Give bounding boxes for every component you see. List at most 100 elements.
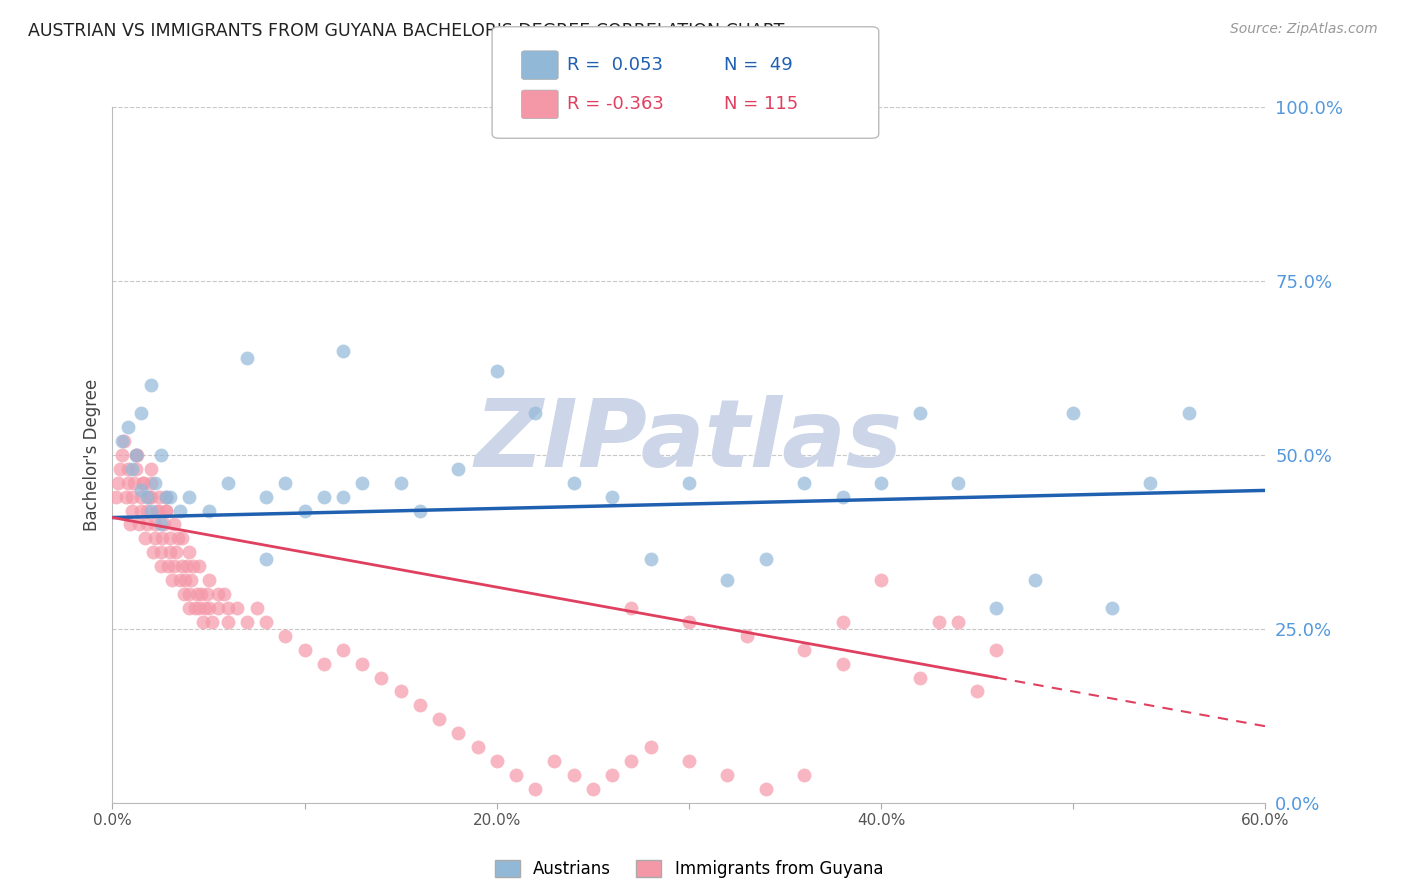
Point [370,671,392,685]
Text: R =  0.053: R = 0.053 [567,56,662,74]
Point [139,378,162,392]
Point [149,559,172,574]
Point [136,490,159,504]
Point [1062,406,1084,420]
Point [600,768,623,782]
Point [112,434,135,448]
Point [678,754,700,768]
Point [582,781,605,796]
Point [138,490,160,504]
Point [124,448,146,462]
Point [755,781,778,796]
Point [524,781,547,796]
Point [159,532,181,546]
Point [155,490,177,504]
Point [155,490,177,504]
Point [129,483,153,497]
Point [134,532,156,546]
Point [197,601,219,615]
Point [136,503,159,517]
Point [505,768,527,782]
Point [139,462,162,476]
Point [986,601,1008,615]
Point [1024,573,1046,587]
Point [640,740,662,755]
Point [236,351,259,365]
Point [986,642,1008,657]
Point [716,573,738,587]
Point [312,657,335,671]
Point [755,552,778,566]
Point [128,517,150,532]
Point [166,532,188,546]
Text: ZIPatlas: ZIPatlas [475,395,903,487]
Point [543,754,565,768]
Point [870,573,893,587]
Point [139,475,162,490]
Point [716,768,738,782]
Point [467,740,489,755]
Point [735,629,758,643]
Point [254,552,277,566]
Point [207,601,229,615]
Point [143,532,166,546]
Point [274,629,297,643]
Point [111,434,134,448]
Point [121,503,143,517]
Point [254,615,277,629]
Point [191,615,214,629]
Point [136,517,159,532]
Point [389,475,412,490]
Point [485,754,508,768]
Point [129,503,153,517]
Point [294,642,316,657]
Point [187,601,211,615]
Point [179,601,201,615]
Point [160,573,183,587]
Point [149,517,172,532]
Point [108,462,131,476]
Point [600,490,623,504]
Point [485,364,508,378]
Point [127,448,149,462]
Point [928,615,950,629]
Point [212,587,235,601]
Point [132,475,155,490]
Point [142,545,165,559]
Point [195,587,218,601]
Point [562,768,585,782]
Point [908,671,931,685]
Point [153,517,176,532]
Point [132,475,155,490]
Point [217,475,239,490]
Point [294,503,316,517]
Point [173,587,195,601]
Point [181,559,204,574]
Point [159,490,181,504]
Point [1139,475,1161,490]
Point [111,448,134,462]
Point [1177,406,1199,420]
Point [562,475,585,490]
Point [176,559,198,574]
Point [148,490,170,504]
Point [312,490,335,504]
Point [124,462,146,476]
Point [620,754,643,768]
Point [254,490,277,504]
Point [908,406,931,420]
Point [155,503,177,517]
Point [831,615,853,629]
Point [236,615,259,629]
Point [143,517,166,532]
Point [118,517,141,532]
Point [179,587,201,601]
Point [946,475,969,490]
Text: N =  49: N = 49 [724,56,793,74]
Point [332,642,354,657]
Point [524,406,547,420]
Point [620,601,643,615]
Point [409,698,432,713]
Point [163,517,186,532]
Point [409,503,432,517]
